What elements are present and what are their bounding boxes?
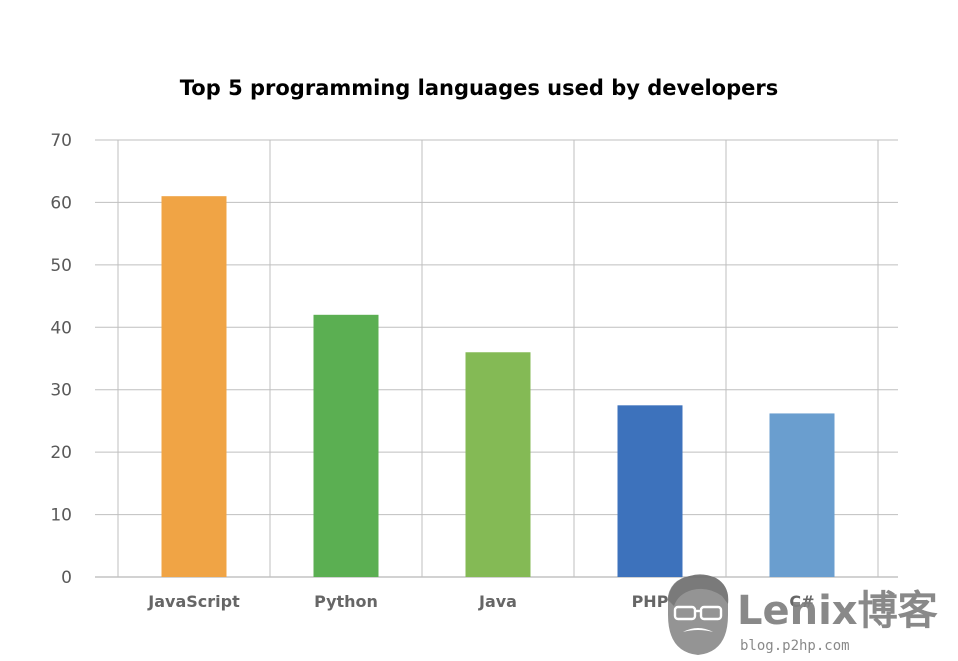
y-tick-label: 70 xyxy=(50,131,72,151)
x-tick-label: Java xyxy=(478,592,517,611)
y-tick-label: 50 xyxy=(50,256,72,276)
bar-php xyxy=(617,405,683,577)
bar-python xyxy=(313,314,379,577)
chart-title: Top 5 programming languages used by deve… xyxy=(180,76,778,100)
x-tick-label: JavaScript xyxy=(147,592,240,611)
bearded-man-logo-icon xyxy=(668,574,729,655)
watermark-subtext: blog.p2hp.com xyxy=(740,638,850,654)
x-tick-label: Python xyxy=(314,592,378,611)
y-tick-label: 10 xyxy=(50,506,72,526)
y-tick-label: 20 xyxy=(50,443,72,463)
x-axis-ticks: JavaScript Python Java PHP C# xyxy=(147,592,814,611)
y-tick-label: 0 xyxy=(61,568,72,588)
y-tick-label: 40 xyxy=(50,318,72,338)
watermark: Lenix博客 blog.p2hp.com xyxy=(668,574,938,655)
bar-java xyxy=(465,352,531,577)
watermark-text: Lenix博客 xyxy=(737,588,938,634)
x-tick-label: PHP xyxy=(632,592,669,611)
chart-grid xyxy=(95,139,898,578)
y-axis-ticks: 0 10 20 30 40 50 60 70 xyxy=(50,131,72,588)
bar-javascript xyxy=(161,196,227,577)
y-tick-label: 60 xyxy=(50,193,72,213)
y-tick-label: 30 xyxy=(50,381,72,401)
bar-c xyxy=(769,413,835,577)
chart-bars xyxy=(161,196,835,577)
x-tick-label: C# xyxy=(789,592,814,611)
